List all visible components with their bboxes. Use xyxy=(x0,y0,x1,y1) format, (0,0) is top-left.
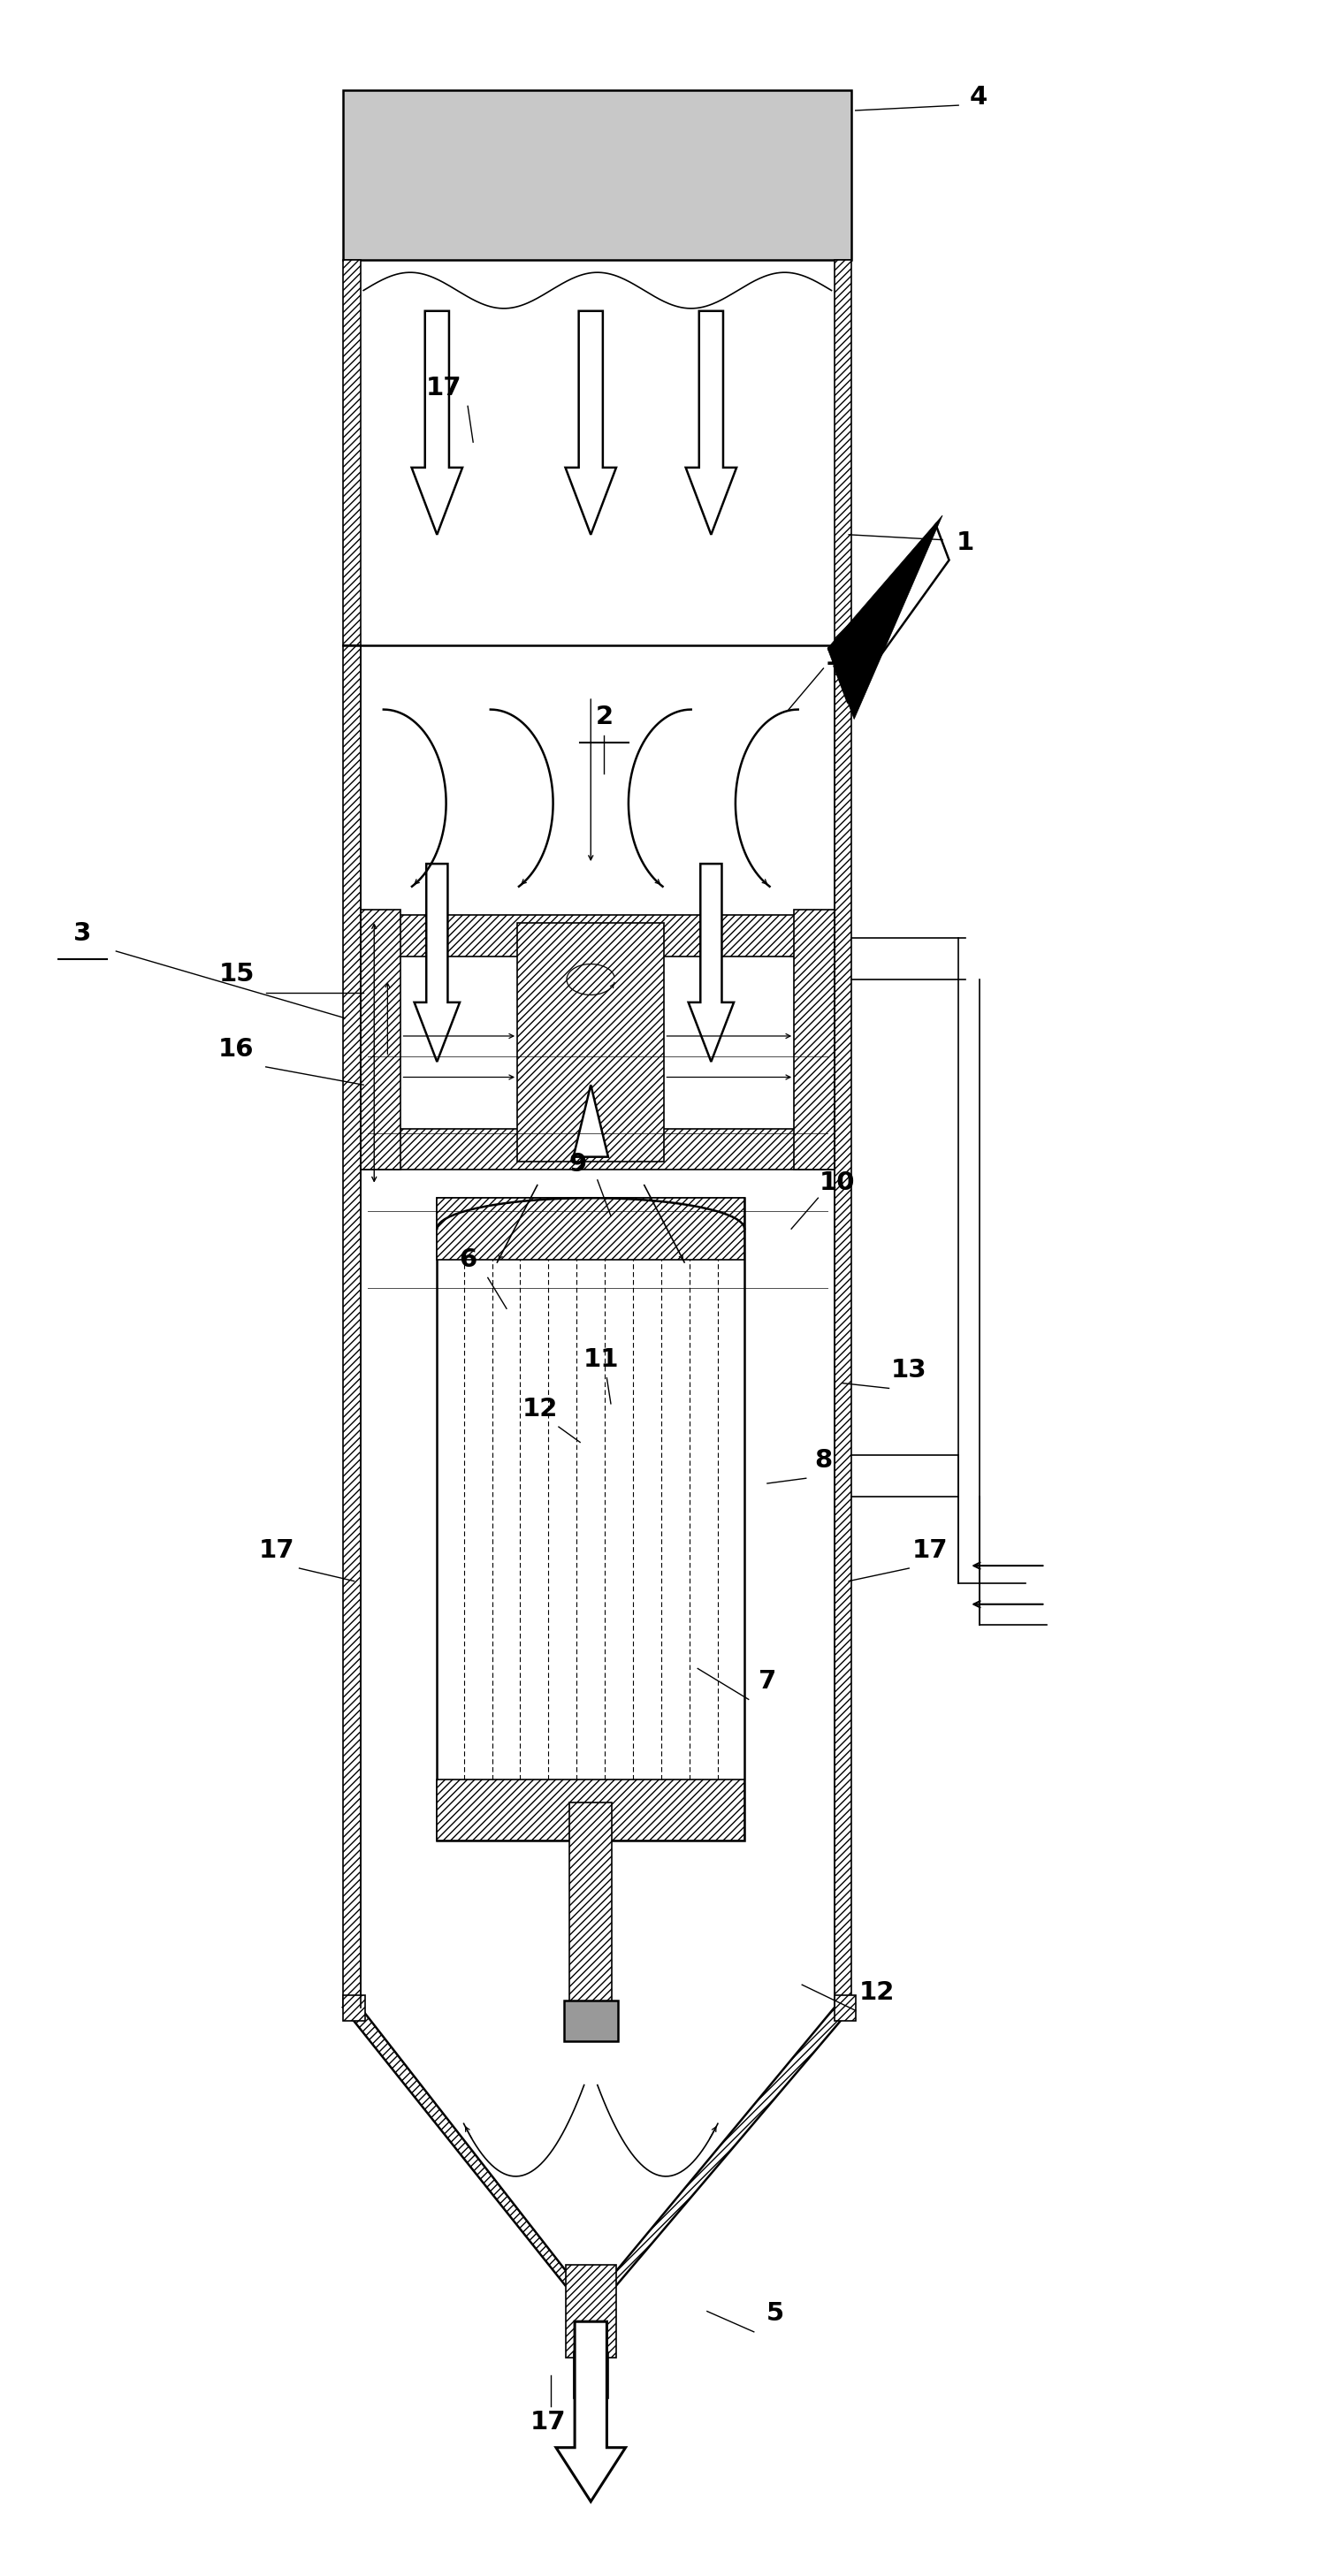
Bar xyxy=(437,1198,745,1260)
Text: 16: 16 xyxy=(219,1036,255,1061)
Text: 13: 13 xyxy=(891,1358,927,1383)
Text: 17: 17 xyxy=(530,2409,566,2434)
Bar xyxy=(437,1780,745,1842)
Bar xyxy=(361,909,401,1170)
Polygon shape xyxy=(688,863,734,1061)
Bar xyxy=(569,1803,612,2020)
Text: 12: 12 xyxy=(522,1396,558,1422)
Bar xyxy=(565,2264,616,2357)
Bar xyxy=(794,909,835,1170)
Text: 6: 6 xyxy=(459,1247,476,1273)
Text: 17: 17 xyxy=(259,1538,294,1564)
Bar xyxy=(361,914,835,956)
Polygon shape xyxy=(828,515,942,719)
Text: 1: 1 xyxy=(957,531,974,554)
Bar xyxy=(344,644,361,2007)
Bar xyxy=(564,1999,617,2040)
Text: 17: 17 xyxy=(913,1538,949,1564)
Polygon shape xyxy=(344,2007,577,2285)
Text: 11: 11 xyxy=(584,1347,620,1373)
Text: 3: 3 xyxy=(74,920,91,945)
Text: 8: 8 xyxy=(815,1448,832,1473)
Bar xyxy=(835,644,852,2007)
Polygon shape xyxy=(835,526,949,701)
Text: 10: 10 xyxy=(819,1170,855,1195)
Text: 4: 4 xyxy=(969,85,988,111)
Polygon shape xyxy=(565,312,616,536)
Polygon shape xyxy=(573,1084,608,1157)
Bar xyxy=(344,260,361,644)
Text: 17: 17 xyxy=(425,376,462,399)
Bar xyxy=(344,1994,365,2020)
Text: 7: 7 xyxy=(758,1669,776,1695)
Polygon shape xyxy=(556,2321,625,2501)
Text: 5: 5 xyxy=(766,2300,784,2326)
Bar xyxy=(517,922,664,1162)
Text: 9: 9 xyxy=(569,1151,586,1177)
Polygon shape xyxy=(415,863,460,1061)
Text: 2: 2 xyxy=(596,706,613,729)
Bar xyxy=(835,1994,855,2020)
Polygon shape xyxy=(686,312,737,536)
Bar xyxy=(573,2352,608,2398)
Text: 14: 14 xyxy=(824,647,860,670)
Text: 12: 12 xyxy=(859,1981,895,2004)
Bar xyxy=(361,1128,835,1170)
Text: 15: 15 xyxy=(219,961,254,987)
Bar xyxy=(437,1198,745,1842)
Polygon shape xyxy=(604,2007,852,2285)
Bar xyxy=(344,90,852,260)
Bar xyxy=(835,260,852,644)
Polygon shape xyxy=(412,312,463,536)
